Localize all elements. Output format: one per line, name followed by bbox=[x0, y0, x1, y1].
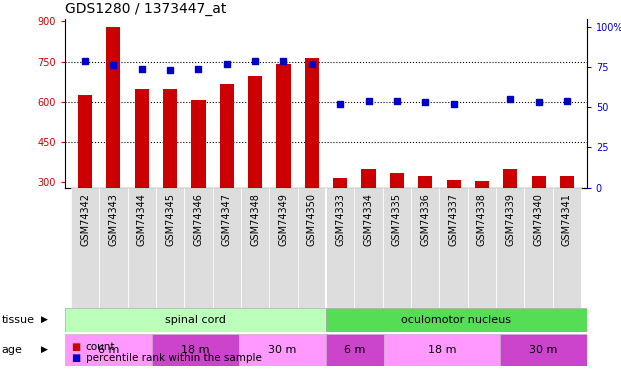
Bar bbox=[411, 188, 440, 308]
Bar bbox=[184, 188, 212, 308]
Text: GSM74350: GSM74350 bbox=[307, 194, 317, 246]
Bar bbox=[106, 27, 120, 188]
Text: GSM74334: GSM74334 bbox=[363, 194, 374, 246]
Text: GSM74348: GSM74348 bbox=[250, 194, 260, 246]
Bar bbox=[270, 188, 297, 308]
Text: spinal cord: spinal cord bbox=[165, 315, 226, 325]
Bar bbox=[500, 334, 587, 366]
Bar bbox=[468, 188, 496, 308]
Bar bbox=[560, 176, 574, 188]
Bar bbox=[65, 308, 326, 332]
Bar bbox=[532, 176, 546, 188]
Bar bbox=[446, 180, 461, 188]
Text: GSM74335: GSM74335 bbox=[392, 194, 402, 246]
Bar bbox=[241, 188, 270, 308]
Bar bbox=[326, 334, 384, 366]
Bar bbox=[127, 188, 156, 308]
Bar bbox=[305, 58, 319, 188]
Text: 18 m: 18 m bbox=[181, 345, 210, 355]
Bar bbox=[383, 188, 411, 308]
Bar bbox=[248, 76, 262, 188]
Text: GSM74345: GSM74345 bbox=[165, 194, 175, 246]
Bar bbox=[361, 169, 376, 188]
Text: ■: ■ bbox=[71, 342, 81, 352]
Bar bbox=[65, 334, 152, 366]
Bar bbox=[355, 188, 383, 308]
Bar bbox=[326, 188, 355, 308]
Bar bbox=[152, 334, 239, 366]
Bar bbox=[163, 89, 177, 188]
Text: GSM74349: GSM74349 bbox=[278, 194, 289, 246]
Bar bbox=[71, 188, 99, 308]
Text: tissue: tissue bbox=[1, 315, 34, 325]
Text: GSM74338: GSM74338 bbox=[477, 194, 487, 246]
Bar bbox=[475, 182, 489, 188]
Bar bbox=[99, 188, 127, 308]
Text: GSM74340: GSM74340 bbox=[533, 194, 543, 246]
Text: GSM74344: GSM74344 bbox=[137, 194, 147, 246]
Text: GSM74341: GSM74341 bbox=[562, 194, 572, 246]
Text: age: age bbox=[1, 345, 22, 355]
Bar bbox=[326, 308, 587, 332]
Text: GSM74336: GSM74336 bbox=[420, 194, 430, 246]
Text: GDS1280 / 1373447_at: GDS1280 / 1373447_at bbox=[65, 2, 227, 16]
Text: 18 m: 18 m bbox=[428, 345, 456, 355]
Bar bbox=[503, 169, 517, 188]
Bar bbox=[239, 334, 326, 366]
Text: 30 m: 30 m bbox=[529, 345, 558, 355]
Text: ▶: ▶ bbox=[41, 315, 48, 324]
Text: GSM74342: GSM74342 bbox=[80, 194, 90, 246]
Bar bbox=[212, 188, 241, 308]
Bar bbox=[553, 188, 581, 308]
Text: GSM74343: GSM74343 bbox=[109, 194, 119, 246]
Text: GSM74347: GSM74347 bbox=[222, 194, 232, 246]
Bar bbox=[78, 95, 92, 188]
Text: GSM74346: GSM74346 bbox=[194, 194, 204, 246]
Text: GSM74333: GSM74333 bbox=[335, 194, 345, 246]
Bar bbox=[390, 173, 404, 188]
Bar bbox=[333, 178, 347, 188]
Bar bbox=[297, 188, 326, 308]
Bar bbox=[220, 84, 234, 188]
Text: oculomotor nucleus: oculomotor nucleus bbox=[401, 315, 512, 325]
Text: GSM74337: GSM74337 bbox=[448, 194, 458, 246]
Bar bbox=[191, 100, 206, 188]
Text: 6 m: 6 m bbox=[344, 345, 366, 355]
Bar bbox=[496, 188, 525, 308]
Text: ■: ■ bbox=[71, 353, 81, 363]
Text: 6 m: 6 m bbox=[98, 345, 119, 355]
Text: ▶: ▶ bbox=[41, 345, 48, 354]
Bar bbox=[440, 188, 468, 308]
Bar bbox=[156, 188, 184, 308]
Text: 30 m: 30 m bbox=[268, 345, 297, 355]
Bar bbox=[525, 188, 553, 308]
Text: GSM74339: GSM74339 bbox=[505, 194, 515, 246]
Bar bbox=[418, 176, 432, 188]
Bar bbox=[384, 334, 500, 366]
Text: percentile rank within the sample: percentile rank within the sample bbox=[86, 353, 261, 363]
Text: count: count bbox=[86, 342, 116, 352]
Bar bbox=[276, 64, 291, 188]
Bar bbox=[135, 89, 149, 188]
